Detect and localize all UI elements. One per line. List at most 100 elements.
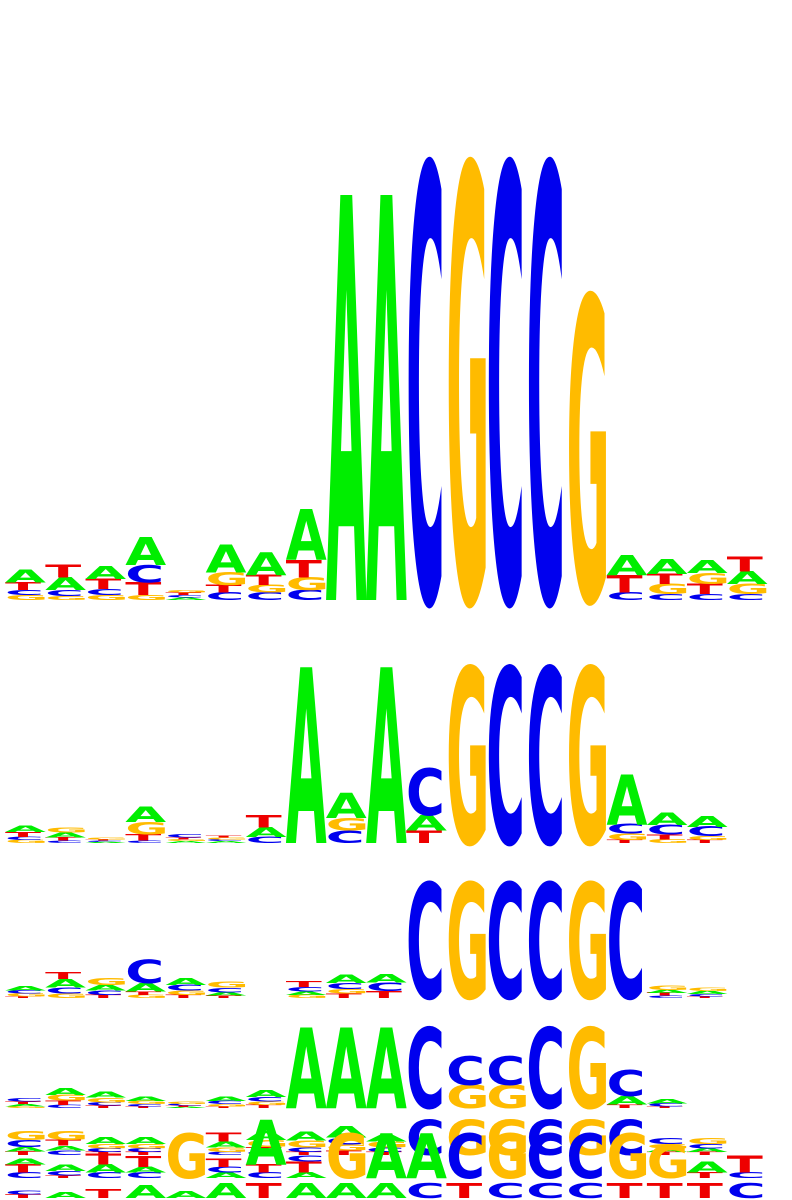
logo-letter-c: C (246, 1171, 285, 1180)
logo-letter-c: C (687, 993, 726, 997)
logo-letter-g: G (486, 1122, 529, 1193)
logo-letter-c: C (326, 827, 365, 847)
logo-letter-c: C (5, 836, 44, 841)
logo-letter-c: C (5, 1138, 44, 1149)
logo-letter-a: A (647, 1148, 688, 1154)
logo-letter-c: C (206, 986, 245, 993)
logo-letter-c: C (607, 850, 646, 1035)
logo-letter-c: C (125, 1148, 164, 1154)
logo-letter-c: C (366, 1146, 405, 1154)
logo-letter-a: A (125, 529, 166, 574)
logo-letter-g: G (125, 1100, 168, 1105)
logo-letter-a: A (165, 1189, 207, 1200)
logo-letter-g: G (125, 994, 168, 999)
logo-letter-t: T (246, 1146, 283, 1154)
logo-letter-t: T (607, 570, 643, 598)
logo-letter-a: A (406, 1122, 447, 1193)
logo-letter-a: A (165, 841, 206, 844)
logo-letter-t: T (246, 812, 282, 832)
logo-letter-g: G (165, 989, 208, 996)
logo-letter-c: C (125, 955, 164, 991)
logo-letter-a: A (286, 496, 327, 577)
logo-letter-c: C (727, 1171, 766, 1180)
logo-letter-t: T (45, 970, 81, 981)
logo-letter-c: C (647, 1137, 686, 1146)
logo-letter-t: T (125, 1151, 162, 1156)
logo-letter-c: C (406, 45, 445, 741)
logo-letter-c: C (526, 1122, 565, 1193)
logo-letter-g: G (246, 1138, 289, 1149)
logo-letter-c: C (526, 1006, 565, 1135)
logo-letter-g: G (687, 987, 730, 993)
logo-letter-t: T (326, 1149, 363, 1157)
logo-letter-a: A (607, 762, 648, 842)
logo-letter-a: A (326, 1123, 368, 1142)
logo-letter-t: T (246, 1104, 283, 1109)
logo-letter-g: G (85, 976, 128, 987)
logo-letter-g: G (165, 589, 208, 593)
logo-letter-c: C (687, 824, 726, 839)
logo-letter-a: A (125, 981, 166, 995)
logo-letter-a: A (727, 568, 769, 588)
logo-letter-a: A (206, 537, 247, 582)
logo-letter-t: T (125, 991, 162, 997)
logo-letter-t: T (85, 1151, 122, 1156)
logo-letter-a: A (366, 621, 407, 901)
logo-letter-g: G (647, 1143, 690, 1151)
logo-letter-a: A (85, 983, 127, 992)
logo-letter-t: T (206, 1157, 242, 1170)
logo-letter-t: T (5, 1193, 42, 1199)
logo-letter-g: G (566, 1006, 609, 1135)
logo-letter-t: T (286, 555, 322, 583)
logo-letter-a: A (366, 972, 407, 986)
logo-letter-a: A (647, 555, 688, 579)
logo-letter-a: A (366, 1180, 407, 1200)
logo-letter-c: C (5, 1171, 44, 1180)
logo-letter-t: T (246, 572, 283, 588)
logo-letter-g: G (727, 581, 770, 597)
logo-letter-c: C (45, 1104, 84, 1109)
logo-letter-c: C (687, 1143, 726, 1151)
logo-letter-g: G (125, 594, 168, 602)
logo-letter-g: G (566, 621, 609, 901)
logo-letter-c: C (406, 755, 445, 830)
logo-letter-t: T (687, 581, 724, 597)
logo-letter-g: G (206, 569, 249, 589)
logo-letter-c: C (5, 990, 44, 995)
logo-letter-c: C (206, 1100, 245, 1105)
logo-letter-a: A (45, 1162, 87, 1173)
logo-letter-c: C (5, 1190, 44, 1196)
logo-letter-t: T (206, 835, 243, 838)
logo-letter-a: A (286, 1180, 327, 1200)
logo-letter-a: A (5, 1103, 46, 1107)
logo-letter-a: A (45, 977, 86, 991)
logo-letter-g: G (647, 984, 690, 991)
logo-letter-t: T (45, 1099, 82, 1106)
logo-letter-g: G (125, 1143, 168, 1151)
logo-letter-a: A (326, 1006, 367, 1135)
logo-letter-t: T (206, 1131, 242, 1145)
logo-letter-c: C (607, 822, 646, 837)
logo-letter-g: G (446, 45, 489, 741)
logo-letter-c: C (446, 1050, 485, 1096)
logo-letter-g: G (286, 574, 329, 594)
logo-letter-c: C (566, 1180, 605, 1200)
logo-letter-a: A (607, 1094, 648, 1108)
logo-letter-a: A (647, 989, 688, 994)
logo-letter-a: A (45, 831, 86, 839)
logo-letter-c: C (246, 1096, 285, 1103)
logo-letter-t: T (85, 576, 122, 592)
logo-letter-c: C (165, 833, 204, 838)
logo-letter-g: G (246, 1101, 289, 1107)
logo-letter-g: G (206, 1146, 249, 1154)
logo-letter-t: T (647, 1180, 684, 1200)
logo-letter-c: C (85, 1101, 124, 1107)
logo-letter-a: A (206, 1171, 248, 1180)
logo-letter-c: C (165, 983, 204, 992)
logo-letter-g: G (45, 595, 88, 602)
logo-letter-g: G (45, 1093, 88, 1102)
logo-letter-a: A (206, 841, 247, 844)
logo-letter-t: T (647, 833, 683, 841)
logo-letter-t: T (687, 996, 724, 999)
